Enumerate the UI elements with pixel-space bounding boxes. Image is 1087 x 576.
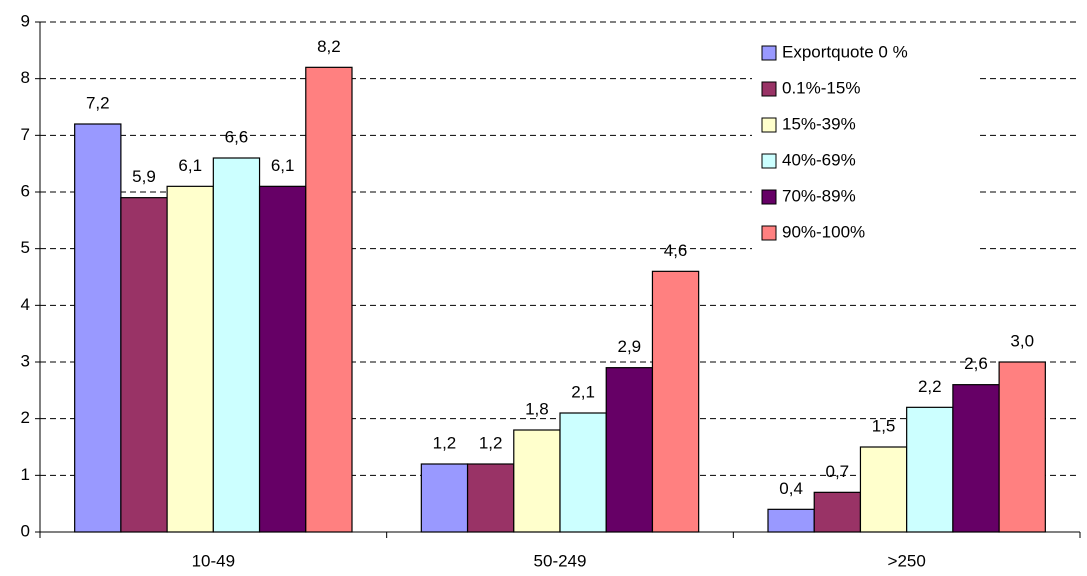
y-tick-label: 5	[21, 238, 30, 257]
bar	[605, 367, 654, 533]
bar	[466, 463, 515, 533]
bar	[559, 412, 607, 533]
y-tick-label: 9	[21, 11, 30, 30]
bar	[258, 185, 307, 533]
y-tick-label: 0	[21, 521, 30, 540]
y-tick-label: 3	[21, 351, 30, 370]
bar	[74, 123, 122, 533]
legend-label: Exportquote 0 %	[782, 42, 908, 61]
legend-swatch	[761, 225, 777, 241]
value-label: 4,6	[664, 241, 688, 260]
x-tick-label: >250	[888, 551, 926, 570]
bar	[212, 157, 261, 533]
bar	[813, 491, 862, 533]
bar	[906, 406, 954, 533]
bar	[166, 185, 214, 533]
y-tick-label: 2	[21, 408, 30, 427]
x-tick-label: 50-249	[534, 551, 587, 570]
legend-label: 0.1%-15%	[782, 78, 860, 97]
legend-label: 70%-89%	[782, 186, 856, 205]
value-label: 2,9	[618, 337, 642, 356]
legend-swatch	[761, 81, 777, 97]
bar	[305, 66, 353, 533]
bar	[998, 361, 1046, 533]
legend-swatch	[761, 117, 777, 133]
x-tick-label: 10-49	[192, 551, 235, 570]
y-tick-label: 4	[21, 295, 30, 314]
value-label: 0,4	[779, 479, 803, 498]
y-tick-label: 1	[21, 465, 30, 484]
y-tick-label: 7	[21, 125, 30, 144]
bar	[767, 508, 815, 533]
value-label: 5,9	[132, 167, 156, 186]
y-tick-label: 8	[21, 68, 30, 87]
legend-swatch	[761, 45, 777, 61]
value-label: 7,2	[86, 93, 110, 112]
bar	[420, 463, 469, 533]
value-label: 2,1	[571, 382, 595, 401]
legend-label: 40%-69%	[782, 150, 856, 169]
value-label: 1,2	[479, 433, 503, 452]
legend-swatch	[761, 153, 777, 169]
value-label: 8,2	[317, 37, 341, 56]
value-label: 1,2	[433, 433, 457, 452]
bar	[651, 270, 700, 533]
legend-box	[752, 35, 977, 257]
value-label: 6,6	[225, 127, 249, 146]
value-label: 3,0	[1010, 331, 1034, 350]
value-label: 2,6	[964, 354, 988, 373]
legend-swatch	[761, 189, 777, 205]
legend-label: 15%-39%	[782, 114, 856, 133]
value-label: 1,8	[525, 399, 549, 418]
bar	[859, 446, 908, 533]
value-label: 2,2	[918, 377, 942, 396]
value-label: 1,5	[872, 416, 896, 435]
bar	[952, 384, 1000, 533]
value-label: 0,7	[826, 462, 850, 481]
bar	[120, 197, 168, 533]
value-label: 6,1	[271, 156, 295, 175]
value-label: 6,1	[178, 156, 202, 175]
legend-label: 90%-100%	[782, 222, 865, 241]
bar	[513, 429, 561, 533]
y-tick-label: 6	[21, 181, 30, 200]
